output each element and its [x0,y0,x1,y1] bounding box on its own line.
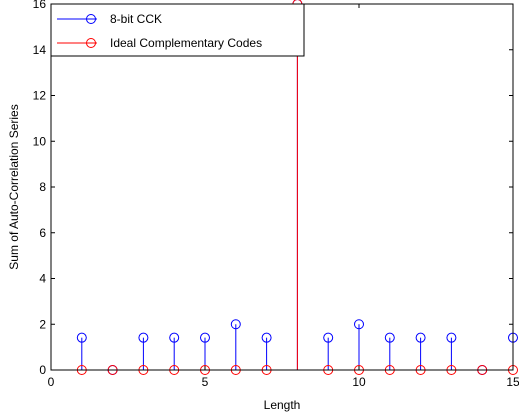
legend-entry-cck: 8-bit CCK [57,12,162,26]
y-tick-label-0: 0 [39,363,46,377]
legend-marker-cck [86,14,96,24]
marker-s0-x7 [261,332,272,343]
x-tick-label-5: 5 [202,375,209,389]
x-tick-label-15: 15 [506,375,519,389]
x-tick-label-10: 10 [352,375,366,389]
marker-s0-x13 [446,332,457,343]
marker-s0-x11 [384,332,395,343]
marker-s0-x10 [354,319,364,330]
marker-s0-x3 [138,332,149,343]
y-tick-label-16: 16 [33,0,47,11]
x-axis-title: Length [264,398,301,412]
legend-entry-ideal: Ideal Complementary Codes [57,36,262,50]
y-tick-label-2: 2 [39,317,46,331]
legend-label-ideal: Ideal Complementary Codes [110,36,262,50]
y-tick-label-8: 8 [39,180,46,194]
marker-s0-x4 [169,332,180,343]
marker-s0-x12 [415,332,426,343]
x-axis: 0 5 10 15 [48,4,519,389]
y-tick-label-12: 12 [33,89,47,103]
y-axis-title: Sum of Auto-Correlation Series [7,104,21,269]
marker-s0-x1 [76,332,87,343]
marker-s0-x9 [323,332,334,343]
plot-area [51,4,513,370]
y-tick-label-6: 6 [39,226,46,240]
y-tick-label-14: 14 [33,43,47,57]
legend-marker-ideal [86,38,96,48]
y-axis: 0 2 4 6 8 10 12 14 16 [33,0,513,377]
y-tick-label-10: 10 [33,134,47,148]
legend-label-cck: 8-bit CCK [110,12,162,26]
marker-s0-x5 [200,332,210,343]
y-tick-label-4: 4 [39,272,46,286]
x-tick-label-0: 0 [48,375,55,389]
legend-box [50,3,305,57]
marker-s0-x6 [230,319,241,330]
legend: 8-bit CCK Ideal Complementary Codes [50,3,305,57]
